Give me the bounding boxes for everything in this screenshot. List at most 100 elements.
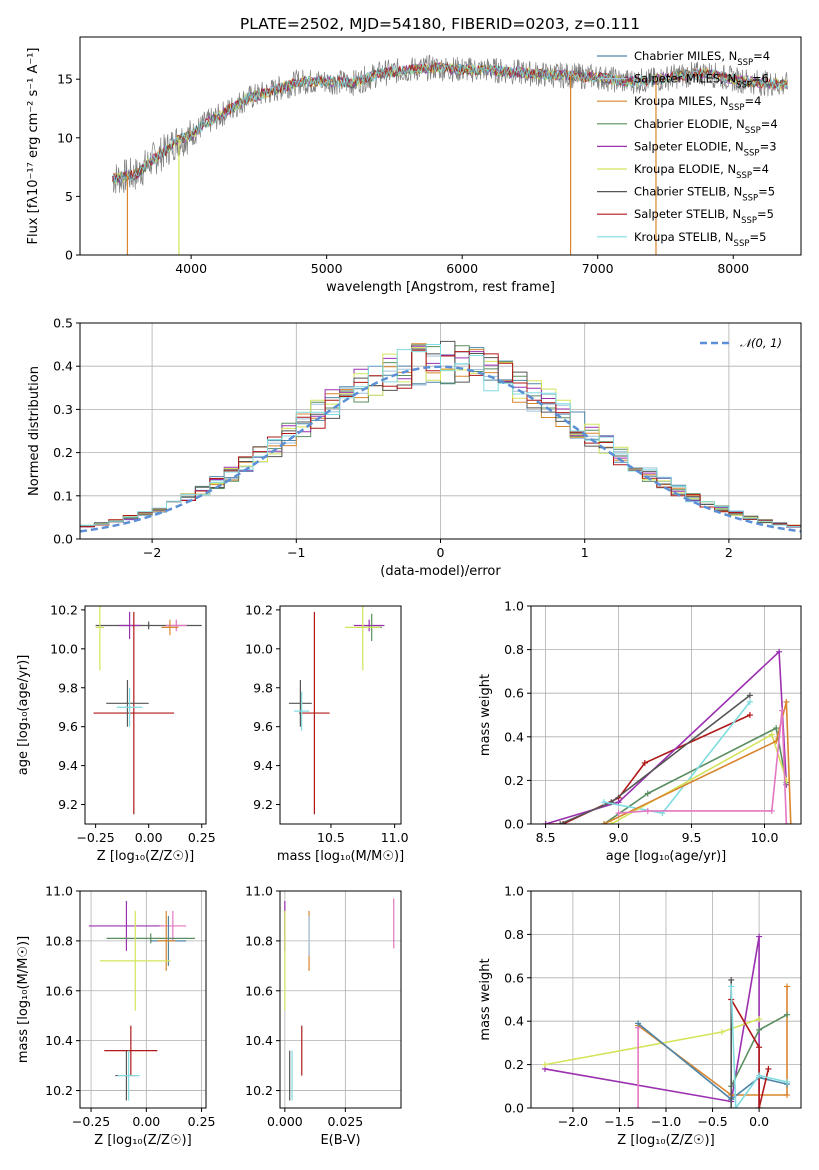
y-tick-label: 10: [57, 130, 73, 145]
weight-marker: [756, 933, 763, 940]
legend-label: Salpeter ELODIE, NSSP=3: [634, 139, 777, 158]
weight-marker: [608, 821, 615, 824]
weight-line: [618, 710, 788, 824]
x-tick-label: 8000: [717, 261, 749, 276]
errorbar-point: [93, 611, 175, 815]
y-tick-label: 0.2: [53, 445, 73, 460]
chart-panel-7: 0.000 0.025 10.2 10.4 10.6 10.8 11.0 E(B-V): [245, 884, 402, 1148]
errorbar-point: [117, 1050, 140, 1101]
x-tick-label: 8.5: [536, 830, 556, 845]
weight-marker: [784, 983, 791, 990]
errorbar-point: [116, 687, 143, 727]
errorbar-point: [344, 606, 381, 671]
y-axis-label: age [log₁₀(age/yr)]: [16, 655, 31, 776]
weight-marker: [784, 1011, 791, 1018]
x-tick-label: −2: [143, 545, 161, 560]
weight-marker: [783, 821, 790, 824]
x-tick-label: −0.5: [697, 1114, 727, 1129]
x-tick-label: 11.0: [381, 830, 409, 845]
x-axis-label: Z [log₁₀(Z/Z☉)]: [617, 1133, 714, 1148]
y-tick-label: 11.0: [45, 884, 73, 899]
weight-line: [559, 694, 751, 824]
weight-line: [544, 936, 760, 1108]
y-tick-label: 0.0: [504, 817, 524, 832]
weight-line: [730, 986, 788, 1108]
y-tick-label: 0: [65, 248, 73, 263]
y-tick-label: 9.2: [253, 797, 273, 812]
axes-frame: [79, 890, 207, 1109]
errorbar-point: [106, 679, 149, 727]
chart-panel-5: 8.5 9.0 9.5 10.0 0.0 0.2 0.4 0.6 0.8 1.0 age [log₁…: [478, 599, 802, 864]
plot-area: [112, 54, 788, 255]
x-tick-label: 7000: [582, 261, 614, 276]
x-tick-label: −0.25: [76, 830, 114, 845]
weight-marker: [746, 712, 753, 718]
y-tick-label: 1.0: [504, 599, 524, 614]
weight-marker: [542, 821, 549, 824]
weight-marker: [644, 790, 651, 797]
x-tick-label: 10.5: [317, 830, 345, 845]
chart-panel-8: −2.0 −1.5 −1.0 −0.5 0.0 0.0 0.2 0.4 0.6 0.8 1.0 Z […: [478, 884, 802, 1148]
y-axis-label: Normed distribution: [27, 366, 42, 496]
weight-marker: [732, 1105, 739, 1108]
legend-label: 𝒩(0, 1): [740, 336, 782, 350]
weight-marker: [728, 1105, 735, 1108]
x-tick-label: 9.0: [609, 830, 629, 845]
plot-area: [284, 898, 395, 1101]
y-tick-label: 0.1: [53, 488, 73, 503]
axes-frame: [84, 605, 207, 825]
errorbar-point: [165, 619, 187, 632]
weight-marker: [635, 1020, 642, 1027]
y-tick-label: 0.8: [504, 927, 524, 942]
y-tick-label: 0.3: [53, 402, 73, 417]
plot-area: [80, 340, 801, 533]
x-tick-label: 0.25: [188, 1114, 216, 1129]
legend-label: Kroupa ELODIE, NSSP=4: [634, 162, 769, 181]
x-tick-label: 6000: [446, 261, 478, 276]
y-tick-label: 1.0: [504, 884, 524, 899]
x-tick-label: 0.0: [749, 1114, 769, 1129]
weight-marker: [746, 692, 753, 699]
y-tick-label: 10.6: [245, 983, 273, 998]
errorbar-point: [299, 611, 330, 815]
y-tick-label: 10.8: [45, 933, 73, 948]
x-tick-label: −1.5: [604, 1114, 634, 1129]
x-axis-label: mass [log₁₀(M/M☉)]: [277, 849, 404, 864]
legend: Chabrier MILES, NSSP=4 Salpeter MILES, NS…: [597, 49, 778, 249]
errorbar-point: [118, 611, 141, 640]
weight-marker: [600, 799, 607, 806]
axes-frame: [79, 322, 802, 540]
weight-marker: [756, 1072, 763, 1079]
x-tick-label: 0.00: [135, 830, 163, 845]
x-tick-label: 4000: [175, 261, 207, 276]
weight-marker: [756, 1026, 763, 1033]
legend-label: Salpeter MILES, NSSP=6: [634, 72, 769, 91]
plot-area: [93, 606, 202, 815]
weight-marker: [756, 1044, 763, 1051]
weight-marker: [756, 1105, 763, 1108]
x-tick-label: 5000: [311, 261, 343, 276]
y-tick-label: 0.0: [53, 532, 73, 547]
weight-marker: [541, 1061, 548, 1068]
x-tick-label: 0.00: [132, 1114, 160, 1129]
x-tick-label: 10.0: [751, 830, 779, 845]
x-axis-label: Z [log₁₀(Z/Z☉)]: [94, 1133, 191, 1148]
y-tick-label: 0.5: [53, 316, 73, 331]
spectrum-model: [112, 62, 788, 182]
y-tick-label: 9.6: [253, 719, 273, 734]
legend-label: Chabrier STELIB, NSSP=5: [634, 185, 775, 204]
weight-line: [545, 650, 788, 824]
weight-line: [730, 999, 770, 1108]
gaussian-curve: [80, 365, 801, 533]
errorbar-point: [353, 619, 385, 632]
y-tick-label: 9.4: [253, 758, 273, 773]
weight-line: [637, 1022, 788, 1101]
y-tick-label: 10.8: [245, 933, 273, 948]
x-axis-label: E(B-V): [320, 1133, 360, 1148]
plot-area: [541, 933, 791, 1108]
legend-label: Kroupa STELIB, NSSP=5: [634, 230, 766, 249]
x-tick-label: −1.0: [651, 1114, 681, 1129]
errorbar-point: [161, 619, 179, 636]
weight-marker: [784, 1091, 791, 1098]
x-tick-label: −2.0: [558, 1114, 588, 1129]
